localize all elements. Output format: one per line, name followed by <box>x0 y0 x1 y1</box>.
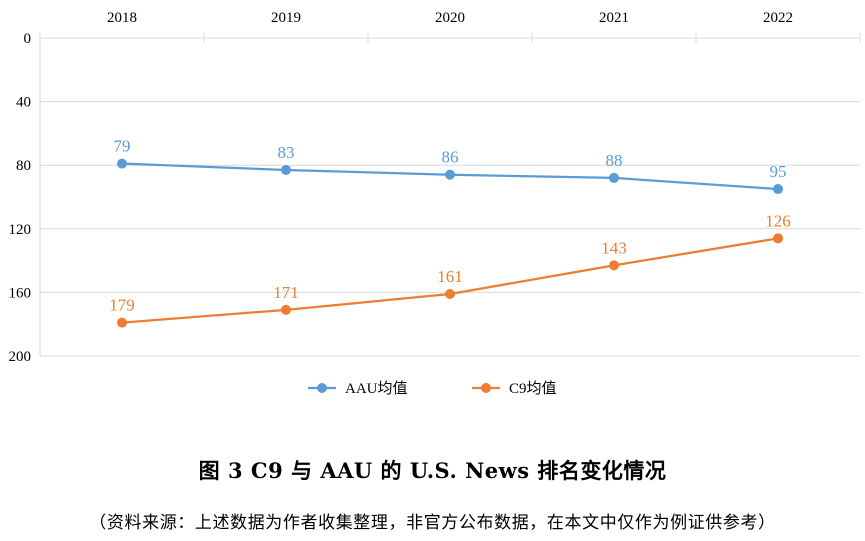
series-2-point-2020 <box>445 288 455 299</box>
series-1-data-label-2021: 88 <box>606 151 623 170</box>
series-1-point-2019 <box>281 164 291 175</box>
x-tick-label-2019: 2019 <box>271 10 301 26</box>
series-1-data-label-2020: 86 <box>442 148 459 167</box>
legend-marker-2 <box>481 383 491 393</box>
figure-caption: 图 3 C9 与 AAU 的 U.S. News 排名变化情况 <box>198 458 667 483</box>
y-tick-label: 120 <box>9 222 32 238</box>
x-tick-label-2021: 2021 <box>599 10 629 26</box>
x-tick-label-2018: 2018 <box>107 10 137 26</box>
y-tick-label: 40 <box>16 95 31 111</box>
x-tick-label-2020: 2020 <box>435 10 465 26</box>
x-tick-label-2022: 2022 <box>763 10 793 26</box>
series-2-point-2018 <box>117 317 127 328</box>
y-tick-label: 0 <box>24 31 32 47</box>
series-1-data-label-2019: 83 <box>278 143 295 162</box>
series-2-point-2021 <box>609 260 619 271</box>
y-tick-label: 160 <box>9 285 32 301</box>
legend-label-2: C9均值 <box>509 380 557 397</box>
series-2-data-label-2022: 126 <box>765 211 791 230</box>
legend-marker-1 <box>317 383 327 393</box>
y-tick-label: 200 <box>9 349 32 365</box>
series-1-point-2018 <box>117 158 127 169</box>
series-1-data-label-2022: 95 <box>770 162 787 181</box>
series-1-point-2021 <box>609 172 619 183</box>
source-note: （资料来源：上述数据为作者收集整理，非官方公布数据，在本文中仅作为例证供参考） <box>89 513 776 533</box>
series-2-data-label-2021: 143 <box>601 238 627 257</box>
series-1-point-2022 <box>773 184 783 195</box>
legend-label-1: AAU均值 <box>345 380 408 397</box>
series-2-point-2022 <box>773 233 783 244</box>
chart-area: 0 40 80 120 160 200 2018 2019 2020 2021 2022 79 83 86… <box>9 10 861 397</box>
y-tick-label: 80 <box>16 158 31 174</box>
line-chart: 0 40 80 120 160 200 2018 2019 2020 2021 2022 79 83 86… <box>9 10 861 397</box>
series-2-data-label-2019: 171 <box>273 283 299 302</box>
series-2-data-label-2020: 161 <box>437 267 463 286</box>
series-1-data-label-2018: 79 <box>114 137 131 156</box>
series-1-point-2020 <box>445 169 455 180</box>
series-2-point-2019 <box>281 304 291 315</box>
series-2-data-label-2018: 179 <box>109 296 135 315</box>
